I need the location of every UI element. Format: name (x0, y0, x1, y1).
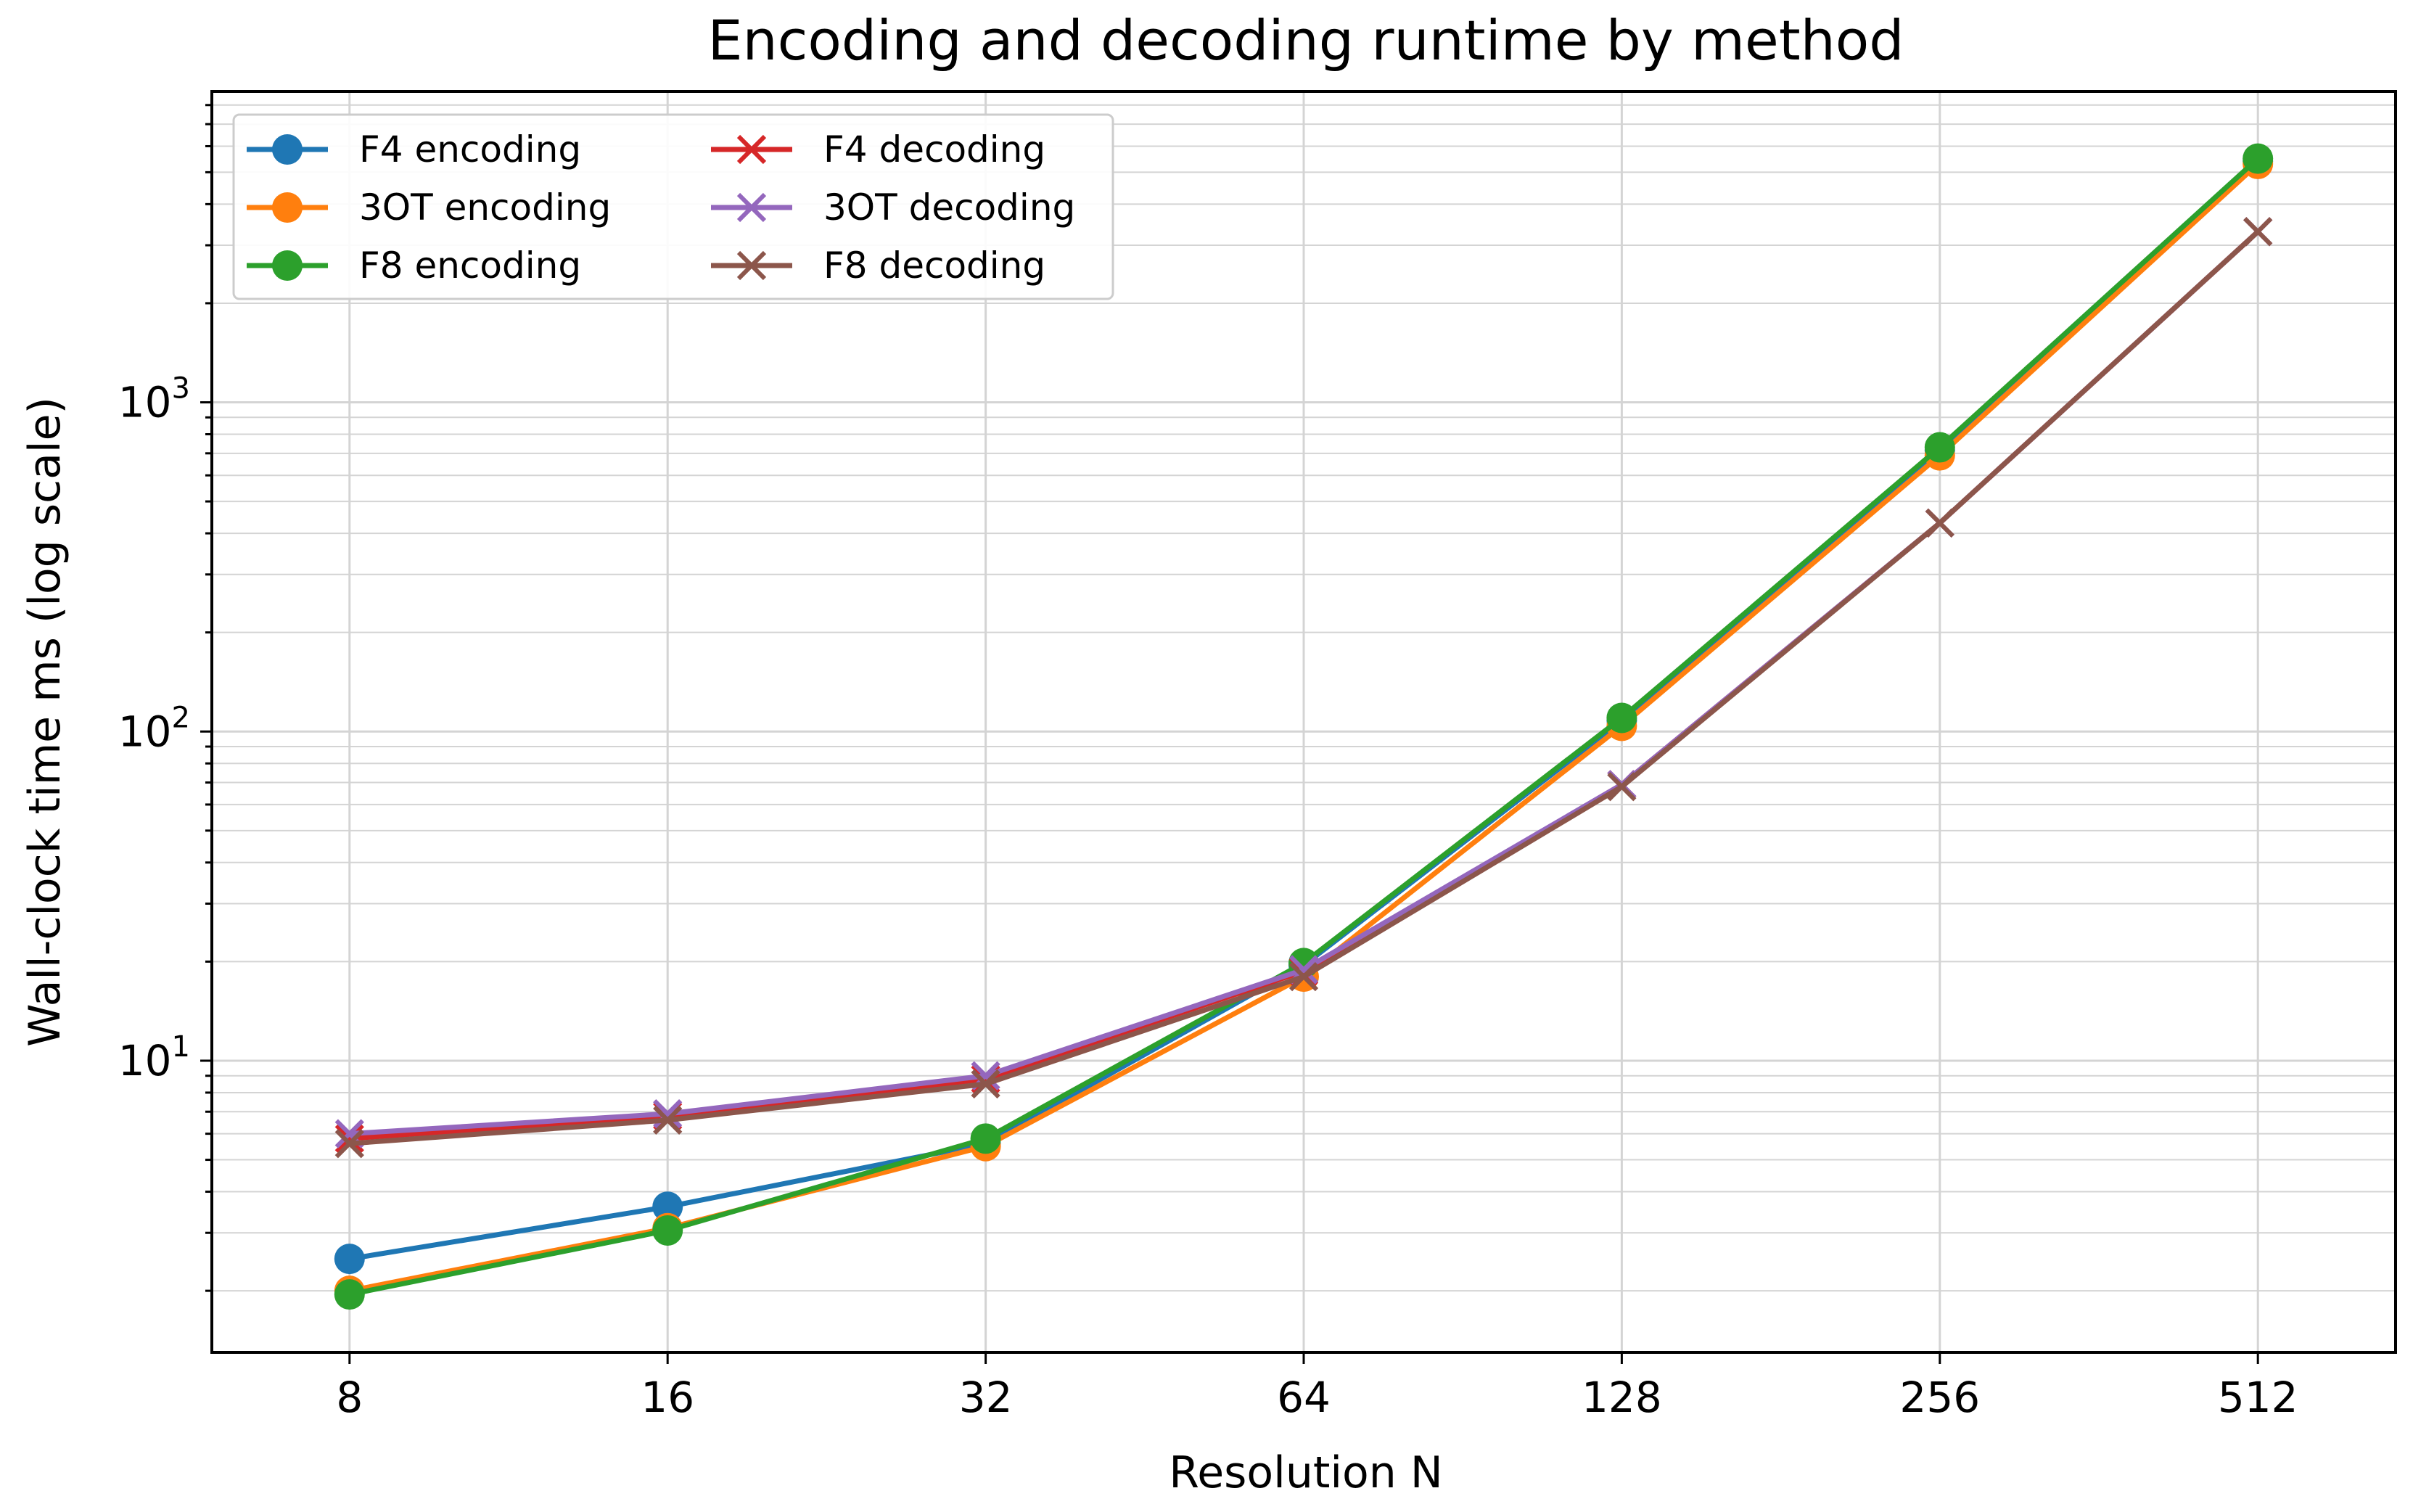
legend-marker (736, 134, 767, 165)
x-axis-label: Resolution N (1169, 1447, 1442, 1498)
legend-marker (272, 134, 303, 165)
legend-item: 3OT decoding (711, 186, 1075, 229)
legend-marker (736, 250, 767, 281)
data-point (334, 1129, 364, 1159)
data-point (652, 1215, 683, 1246)
series-f8-encoding (334, 143, 2274, 1310)
data-point (1606, 702, 1637, 734)
legend-label: F4 decoding (823, 128, 1045, 170)
legend-label: 3OT decoding (823, 186, 1075, 229)
legend-item: F4 encoding (247, 128, 581, 170)
x-tick-label: 64 (1277, 1373, 1331, 1422)
x-tick-label: 32 (959, 1373, 1013, 1422)
x-tick-label: 256 (1899, 1373, 1980, 1422)
y-tick-label: 101 (118, 1030, 190, 1085)
legend-marker (736, 192, 767, 223)
grid (212, 91, 2396, 1352)
legend-item: 3OT encoding (247, 186, 611, 229)
legend-label: F8 encoding (359, 245, 581, 287)
legend-box (232, 113, 1114, 300)
data-point (1288, 962, 1319, 992)
x-tick-label: 16 (641, 1373, 694, 1422)
legend-label: F4 encoding (359, 128, 581, 170)
axes: 101 102 103 8 16 32 64 128 256 512 (118, 104, 2298, 1422)
legend-label: F8 decoding (823, 245, 1045, 287)
data-point (334, 1124, 364, 1154)
x-tick-label: 128 (1582, 1373, 1662, 1422)
data-point (2243, 143, 2274, 174)
data-point (1925, 508, 1954, 538)
series-f8-decoding (334, 217, 2273, 1159)
data-point (2243, 217, 2273, 247)
legend-item: F4 decoding (711, 128, 1045, 170)
legend-marker (272, 250, 303, 281)
y-tick-label: 103 (118, 372, 190, 427)
data-point (1607, 772, 1637, 802)
data-point (334, 1279, 365, 1310)
data-point (1924, 432, 1955, 463)
data-point (334, 1244, 365, 1275)
data-point (970, 1123, 1001, 1154)
data-point (653, 1105, 683, 1135)
y-tick-label: 102 (118, 701, 190, 756)
legend-item: F8 decoding (711, 245, 1045, 287)
x-tick-label: 512 (2218, 1373, 2298, 1422)
data-point (652, 1191, 683, 1223)
x-tick-label: 8 (336, 1373, 363, 1422)
legend-item: F8 encoding (247, 245, 581, 287)
legend-label: 3OT encoding (359, 186, 611, 229)
data-point (971, 1069, 1000, 1099)
series-layer (334, 143, 2274, 1310)
legend-marker (272, 192, 303, 223)
chart-title: Encoding and decoding runtime by method (707, 8, 1904, 73)
y-axis-label: Wall-clock time ms (log scale) (20, 397, 70, 1047)
legend: F4 encoding 3OT encoding F8 encoding F4 dec… (232, 113, 1114, 300)
